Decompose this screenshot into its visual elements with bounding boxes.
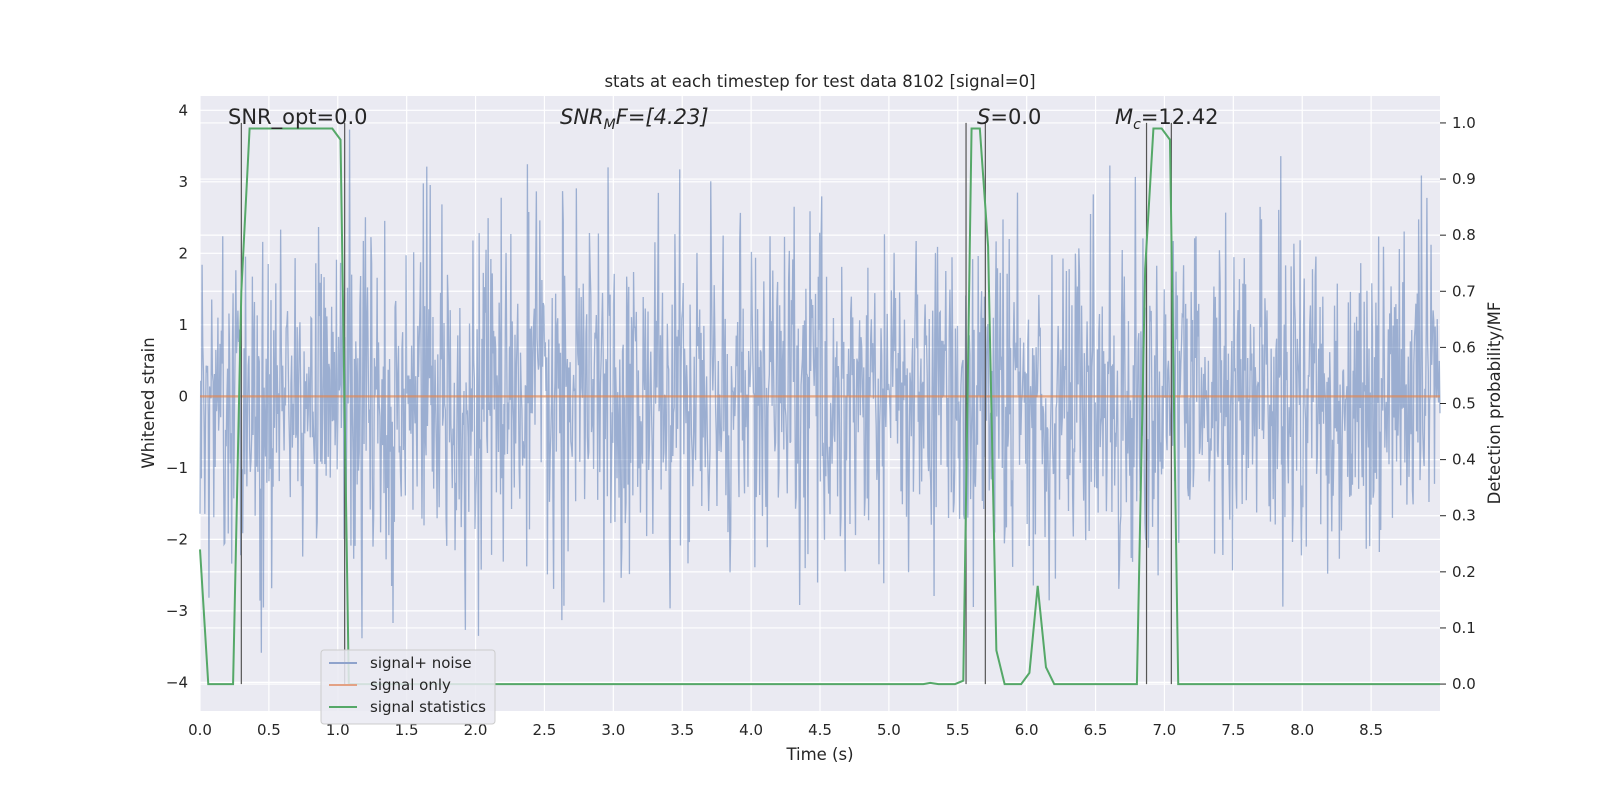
x-tick-label: 7.0: [1153, 721, 1177, 739]
y-tick-label: 3: [178, 173, 188, 191]
x-tick-label: 8.0: [1290, 721, 1314, 739]
x-tick-label: 6.0: [1015, 721, 1039, 739]
x-tick-label: 4.5: [808, 721, 832, 739]
x-tick-label: 5.5: [946, 721, 970, 739]
y-right-tick-label: 0.9: [1452, 170, 1476, 188]
x-tick-label: 3.5: [670, 721, 694, 739]
signal-statistics-line: [199, 127, 1440, 686]
y-right-tick-label: 0.7: [1452, 282, 1476, 300]
y-right-tick-label: 0.3: [1452, 507, 1476, 525]
annotation-s-tail: =0.0: [990, 105, 1041, 129]
y-tick-label: 4: [178, 101, 188, 119]
x-tick-label: 2.0: [464, 721, 488, 739]
annotation-snr-opt: SNR_opt=0.0: [228, 105, 368, 130]
y-right-tick-label: 0.8: [1452, 226, 1476, 244]
signal-statistics-series: [199, 127, 1440, 686]
legend-label-signal-noise: signal+ noise: [370, 654, 472, 672]
y-tick-label: −3: [166, 602, 188, 620]
x-tick-labels: 0.0 0.5 1.0 1.5 2.0 2.5 3.0 3.5 4.0 4.5 5.0 5.5 6.0 6…: [188, 721, 1383, 739]
signal-noise-series: [199, 129, 1441, 653]
y-tick-label: 1: [178, 316, 188, 334]
y-tick-label: 2: [178, 244, 188, 262]
x-tick-label: 8.5: [1359, 721, 1383, 739]
x-tick-label: 5.0: [877, 721, 901, 739]
annotation-snr-mf-tail: F=[4.23]: [616, 105, 709, 129]
x-tick-label: 4.0: [739, 721, 763, 739]
y-tick-label: −1: [166, 459, 188, 477]
y-axis-title: Whitened strain: [139, 337, 158, 468]
y-right-axis-title: Detection probability/MF: [1485, 302, 1504, 505]
y-tick-label: −4: [166, 673, 188, 691]
x-tick-label: 7.5: [1221, 721, 1245, 739]
chart-title: stats at each timestep for test data 810…: [604, 72, 1035, 91]
y-right-tick-label: 0.1: [1452, 619, 1476, 637]
annotation-s-main: S: [977, 105, 990, 129]
signal-noise-line: [199, 129, 1441, 653]
y-tick-label: 0: [178, 387, 188, 405]
x-axis-title: Time (s): [785, 745, 853, 764]
x-tick-label: 3.0: [601, 721, 625, 739]
x-tick-label: 2.5: [533, 721, 557, 739]
annotation-snr-mf: SNRMF=[4.23]: [560, 105, 709, 133]
x-tick-label: 6.5: [1084, 721, 1108, 739]
x-tick-label: 0.5: [257, 721, 281, 739]
y-right-tick-label: 0.2: [1452, 563, 1476, 581]
legend-box: [320, 649, 496, 725]
y-right-tick-label: 0.0: [1452, 675, 1476, 693]
annotation-mc-tail: =12.42: [1141, 105, 1219, 129]
annotation-snr-mf-sub: M: [604, 117, 616, 133]
y-right-tick-labels: 1.0 0.9 0.8 0.7 0.6 0.5 0.4 0.3 0.2 0.1 0.0: [1440, 114, 1476, 693]
annotation-mc: Mc=12.42: [1115, 105, 1219, 133]
y-tick-label: −2: [166, 530, 188, 548]
y-right-tick-label: 0.6: [1452, 338, 1476, 356]
legend-label-signal-statistics: signal statistics: [370, 698, 486, 716]
y-right-tick-label: 1.0: [1452, 114, 1476, 132]
legend: signal+ noise signal only signal statist…: [320, 649, 496, 725]
annotation-snr-mf-main: SNR: [560, 105, 604, 129]
y-right-tick-label: 0.5: [1452, 395, 1476, 413]
annotation-mc-main: M: [1115, 105, 1133, 129]
y-tick-labels: 4 3 2 1 0 −1 −2 −3 −4: [166, 101, 188, 691]
x-tick-label: 1.5: [395, 721, 419, 739]
annotation-s: S=0.0: [977, 105, 1041, 129]
x-tick-label: 1.0: [326, 721, 350, 739]
y-right-tick-label: 0.4: [1452, 451, 1476, 469]
annotation-mc-sub: c: [1133, 117, 1141, 133]
legend-label-signal-only: signal only: [370, 676, 451, 694]
x-tick-label: 0.0: [188, 721, 212, 739]
